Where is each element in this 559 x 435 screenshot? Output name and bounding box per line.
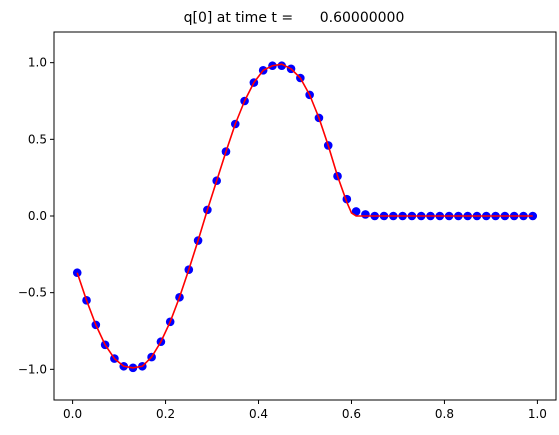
y-tick-label: 1.0: [28, 56, 47, 70]
x-tick-label: 1.0: [528, 407, 547, 421]
y-tick-label: −1.0: [18, 362, 47, 376]
y-tick-label: 0.5: [28, 132, 47, 146]
data-point: [277, 61, 287, 71]
x-tick-label: 0.2: [156, 407, 175, 421]
plot-area: [72, 61, 538, 373]
x-tick-label: 0.6: [342, 407, 361, 421]
x-tick-label: 0.8: [435, 407, 454, 421]
x-tick-label: 0.4: [249, 407, 268, 421]
chart-title: q[0] at time t = 0.60000000: [184, 10, 405, 26]
y-tick-label: 0.0: [28, 209, 47, 223]
x-tick-label: 0.0: [63, 407, 82, 421]
data-point: [351, 207, 361, 216]
data-point: [361, 210, 370, 219]
series-line: [76, 63, 533, 369]
y-tick-label: −0.5: [18, 286, 47, 300]
